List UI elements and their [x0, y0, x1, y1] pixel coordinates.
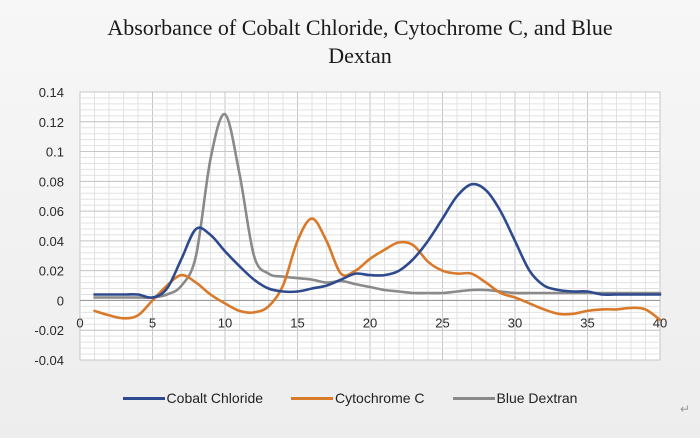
y-tick-label: 0.14: [39, 85, 64, 100]
y-tick-label: 0.04: [39, 234, 64, 249]
y-tick-label: 0.08: [39, 174, 64, 189]
x-tick-label: 10: [218, 315, 232, 330]
legend-swatch-cobalt: [122, 396, 165, 400]
chart-title: Absorbance of Cobalt Chloride, Cytochrom…: [107, 15, 613, 68]
series-line-cobalt-chloride: [93, 182, 662, 299]
legend-swatch-dextran: [452, 396, 495, 400]
legend-swatch-cytochrome: [291, 396, 334, 400]
x-tick-label: 40: [653, 315, 667, 330]
y-tick-label: 0.12: [39, 115, 64, 130]
y-tick-label: -0.04: [34, 353, 64, 368]
x-tick-labels: 0 5 10 15 20 25 30 35 40: [76, 315, 667, 330]
legend-label-cobalt: Cobalt Chloride: [166, 390, 264, 406]
series-line-cytochrome-c: [93, 217, 662, 322]
legend-item-dextran: Blue Dextran: [452, 390, 578, 406]
legend-label-cytochrome: Cytochrome C: [335, 390, 425, 406]
series-line-blue-dextran: [93, 113, 662, 300]
legend-label-dextran: Blue Dextran: [496, 390, 578, 406]
x-tick-label: 30: [508, 315, 522, 330]
legend: Cobalt Chloride Cytochrome C Blue Dextra…: [0, 386, 700, 410]
x-tick-label: 0: [76, 315, 83, 330]
series-lines: [93, 113, 662, 322]
x-tick-label: 20: [363, 315, 377, 330]
y-tick-label: 0.1: [46, 145, 64, 160]
x-tick-label: 25: [435, 315, 449, 330]
return-arrow-icon: ↵: [679, 402, 690, 416]
legend-item-cytochrome: Cytochrome C: [291, 390, 425, 406]
y-tick-label: -0.02: [34, 323, 64, 338]
y-tick-label: 0.02: [39, 264, 64, 279]
x-tick-label: 15: [290, 315, 304, 330]
y-tick-label: 0: [57, 293, 64, 308]
legend-item-cobalt: Cobalt Chloride: [122, 390, 264, 406]
x-tick-label: 5: [149, 315, 156, 330]
y-tick-label: 0.06: [39, 204, 64, 219]
y-tick-labels: 0.14 0.12 0.1 0.08 0.06 0.04 0.02 0 -0.02 -0.04: [34, 85, 64, 368]
x-tick-label: 35: [580, 315, 594, 330]
